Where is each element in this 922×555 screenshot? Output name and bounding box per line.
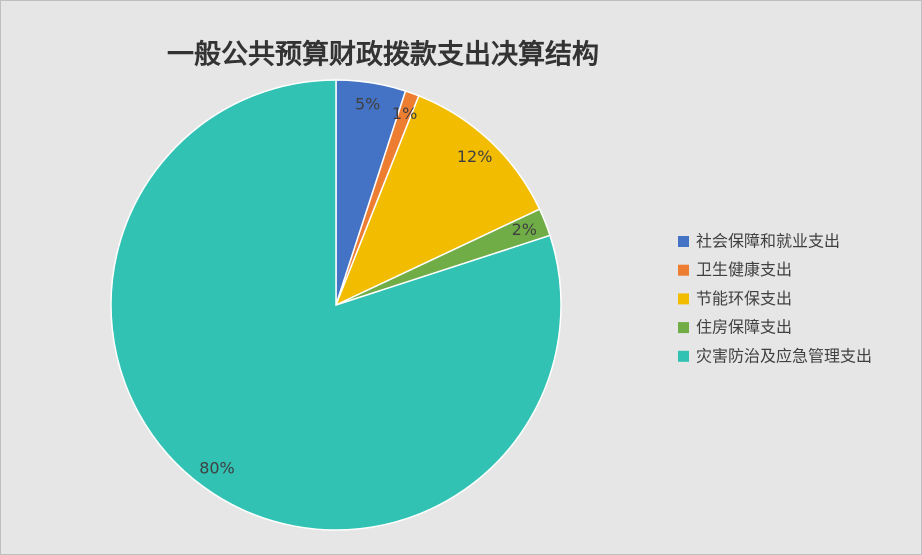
legend-swatch — [678, 293, 689, 305]
pie-slice — [110, 79, 562, 531]
chart-title: 一般公共预算财政拨款支出决算结构 — [167, 39, 599, 71]
legend-label: 住房保障支出 — [696, 318, 792, 337]
data-label: 12% — [457, 147, 493, 166]
legend-label: 社会保障和就业支出 — [696, 232, 840, 251]
data-label: 1% — [392, 104, 417, 123]
data-label: 2% — [512, 220, 537, 239]
legend-swatch — [678, 264, 689, 276]
legend-label: 灾害防治及应急管理支出 — [696, 346, 872, 365]
legend-label: 卫生健康支出 — [696, 260, 792, 279]
legend-label: 节能环保支出 — [696, 289, 792, 308]
legend-swatch — [678, 236, 689, 247]
pie-slice — [334, 94, 541, 307]
legend-swatch — [678, 322, 689, 334]
legend-swatch — [678, 350, 689, 362]
data-label: 5% — [355, 94, 380, 113]
data-label: 80% — [199, 458, 235, 477]
